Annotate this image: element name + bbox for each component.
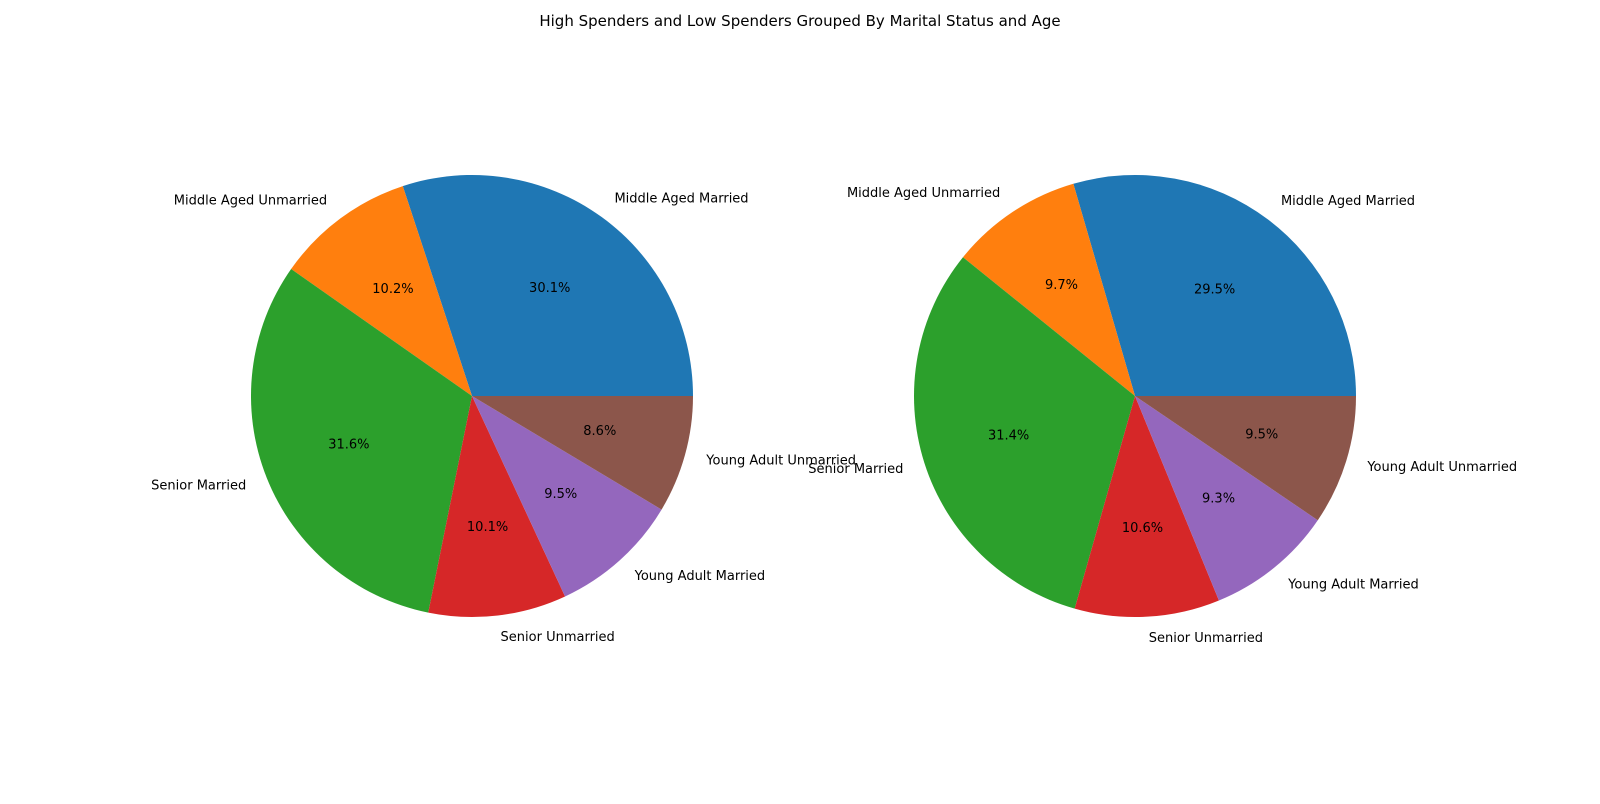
slice-percent-label: 30.1% — [529, 281, 570, 296]
slice-category-label: Young Adult Married — [634, 569, 766, 584]
slice-category-label: Middle Aged Married — [614, 192, 748, 207]
pie-slice — [962, 183, 1135, 396]
pie-chart-1: 30.1% Middle Aged Married 10.2% Middle Aged… — [151, 174, 856, 645]
pie-slice — [472, 396, 662, 597]
slice-percent-label: 9.5% — [1245, 427, 1278, 442]
slice-percent-label: 8.6% — [583, 424, 616, 439]
pie-slice — [428, 396, 566, 618]
slice-percent-label: 31.6% — [328, 438, 369, 453]
pie-slice — [1074, 396, 1219, 617]
slice-category-label: Young Adult Married — [1287, 577, 1419, 592]
pie-chart-2: 29.5% Middle Aged Married 9.7% Middle Aged … — [808, 174, 1517, 646]
slice-percent-label: 9.5% — [544, 487, 577, 502]
pie-slice — [1135, 396, 1356, 521]
pie-slice — [251, 269, 472, 613]
slice-percent-label: 29.5% — [1194, 282, 1235, 297]
slice-category-label: Middle Aged Married — [1281, 194, 1415, 209]
slice-category-label: Senior Married — [808, 462, 903, 477]
slice-category-label: Middle Aged Unmarried — [174, 193, 327, 208]
slice-category-label: Young Adult Unmarried — [705, 453, 856, 468]
slice-category-label: Young Adult Unmarried — [1366, 460, 1517, 475]
slice-category-label: Senior Married — [151, 479, 246, 494]
pie-slice — [1073, 174, 1356, 396]
slice-percent-label: 31.4% — [988, 429, 1029, 444]
pie-slice — [472, 396, 693, 510]
slice-category-label: Senior Unmarried — [501, 630, 615, 645]
slice-percent-label: 9.7% — [1045, 278, 1078, 293]
slice-category-label: Middle Aged Unmarried — [847, 186, 1000, 201]
slice-percent-label: 10.6% — [1122, 521, 1163, 536]
pie-slice — [1135, 396, 1318, 601]
pie-slice — [402, 174, 693, 396]
slice-percent-label: 9.3% — [1202, 491, 1235, 506]
figure-title: High Spenders and Low Spenders Grouped B… — [539, 12, 1061, 30]
slice-percent-label: 10.1% — [467, 520, 508, 535]
slice-percent-label: 10.2% — [372, 282, 413, 297]
slice-category-label: Senior Unmarried — [1149, 631, 1263, 646]
pie-slice — [914, 257, 1135, 609]
pie-slice — [291, 186, 472, 396]
